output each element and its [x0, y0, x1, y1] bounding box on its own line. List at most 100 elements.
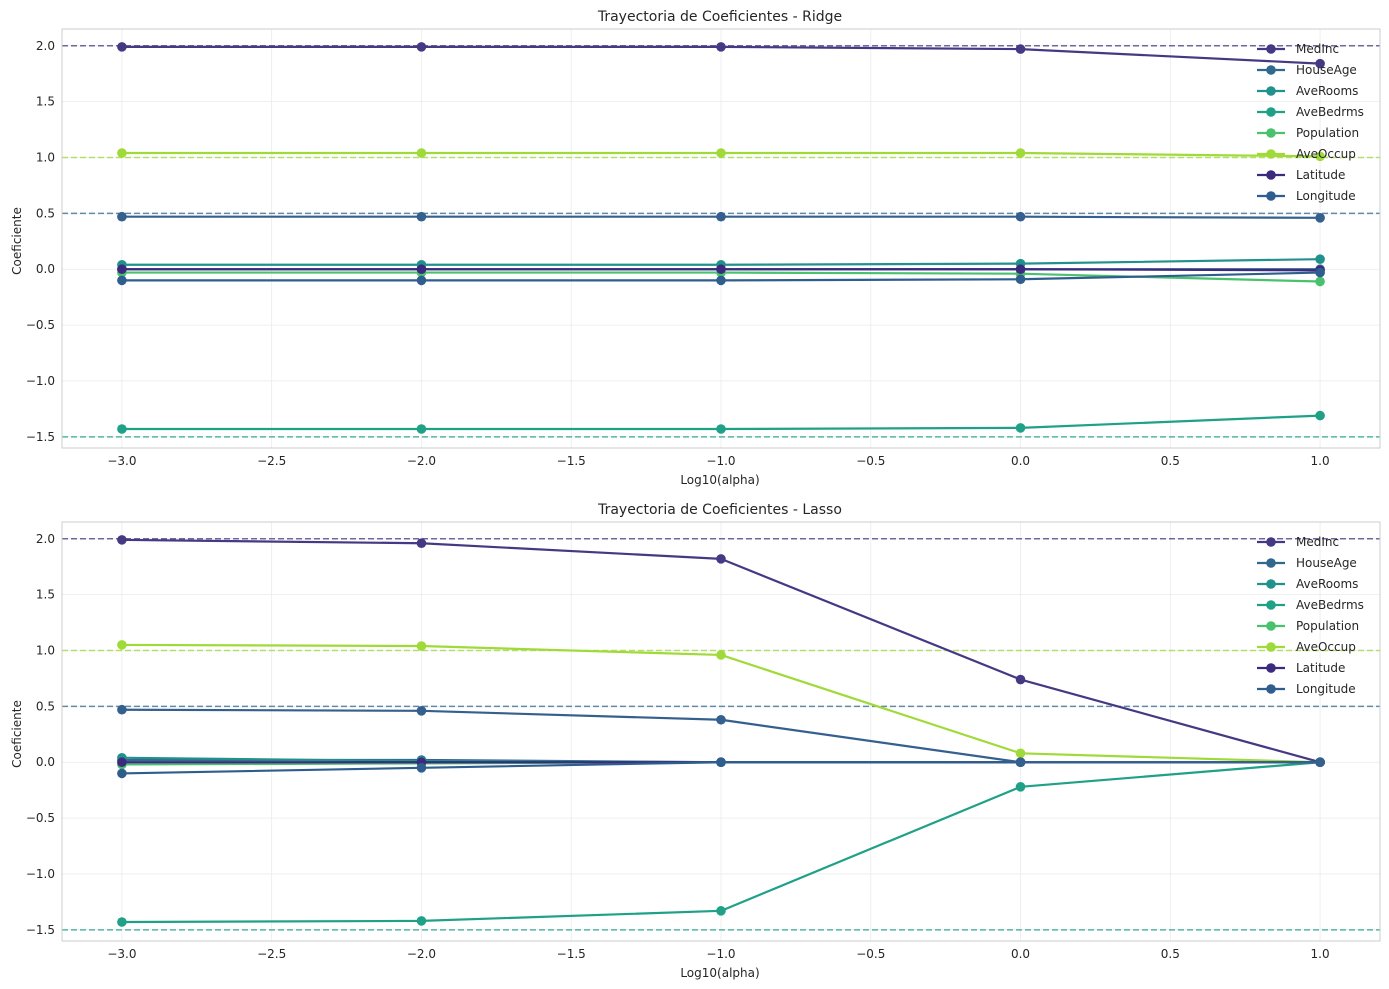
lasso-data-point — [716, 554, 726, 564]
lasso-plot-area: −3.0 −2.5 −2.0 −1.5 −1.0 −0.5 0.0 0.5 1.0 −1.5 −1.… — [26, 521, 1381, 961]
ridge-data-point — [416, 264, 427, 275]
lasso-y-tick-label: −1.0 — [26, 867, 55, 881]
ridge-plot-area: −3.0 −2.5 −2.0 −1.5 −1.0 −0.5 0.0 0.5 1.0 −1.5 −1.… — [26, 28, 1381, 468]
ridge-data-point — [1315, 58, 1325, 69]
lasso-x-tick-label: −1.0 — [706, 947, 735, 961]
ridge-y-tick-label: −1.0 — [26, 374, 55, 388]
ridge-data-point — [117, 148, 127, 158]
ridge-data-point — [117, 211, 127, 222]
ridge-x-tick-label: −0.5 — [856, 454, 885, 468]
lasso-legend-label: Population — [1296, 619, 1359, 633]
lasso-y-tick-label: 0.5 — [36, 699, 55, 713]
lasso-legend-label: AveBedrms — [1296, 598, 1364, 612]
ridge-y-tick-label: 0.0 — [36, 262, 55, 276]
lasso-x-tick-label: −2.5 — [257, 947, 286, 961]
lasso-chart-title: Trayectoria de Coeficientes - Lasso — [597, 502, 842, 518]
ridge-x-tick-label: −2.5 — [257, 454, 286, 468]
lasso-legend-label: MedInc — [1296, 535, 1339, 549]
ridge-legend-label: MedInc — [1296, 42, 1339, 56]
ridge-y-tick-label: 2.0 — [36, 39, 55, 53]
lasso-data-point — [117, 640, 127, 650]
ridge-legend-swatch-marker — [1266, 128, 1276, 138]
ridge-legend-swatch-marker — [1266, 149, 1276, 159]
ridge-data-point — [1315, 410, 1325, 421]
lasso-legend: MedInc HouseAge AveRooms AveBedrms Populatio… — [1257, 535, 1364, 696]
lasso-x-tick-label: −2.0 — [407, 947, 436, 961]
ridge-legend-swatch-marker — [1266, 44, 1276, 54]
ridge-data-point — [716, 275, 726, 286]
lasso-y-axis-label: Coeficiente — [10, 700, 24, 768]
lasso-legend-swatch-marker — [1266, 600, 1276, 610]
ridge-y-tick-label: −1.5 — [26, 430, 55, 444]
lasso-x-tick-label: 0.0 — [1011, 947, 1030, 961]
ridge-data-point — [117, 42, 127, 52]
ridge-legend-swatch-marker — [1266, 65, 1276, 75]
ridge-data-point — [1015, 148, 1026, 158]
ridge-x-tick-label: −1.5 — [557, 454, 586, 468]
ridge-data-point — [716, 264, 726, 275]
ridge-x-axis-label: Log10(alpha) — [680, 473, 759, 487]
lasso-y-tick-label: 2.0 — [36, 532, 55, 546]
lasso-legend-swatch-marker — [1266, 579, 1276, 589]
lasso-data-point — [716, 757, 726, 768]
lasso-y-tick-label: 1.0 — [36, 643, 55, 657]
ridge-plot-frame — [61, 28, 1381, 449]
ridge-legend-label: AveRooms — [1296, 84, 1358, 98]
lasso-y-tick-label: −1.5 — [26, 923, 55, 937]
lasso-data-point — [716, 906, 726, 916]
ridge-data-point — [716, 424, 726, 434]
ridge-chart-title: Trayectoria de Coeficientes - Ridge — [597, 9, 842, 25]
ridge-data-point — [716, 211, 726, 222]
lasso-legend-label: AveOccup — [1296, 640, 1356, 654]
lasso-legend-label: Longitude — [1296, 682, 1356, 696]
lasso-chart: Trayectoria de Coeficientes - Lasso Log1… — [10, 502, 1381, 980]
ridge-data-point — [1315, 151, 1325, 162]
ridge-x-tick-label: 0.5 — [1161, 454, 1180, 468]
ridge-data-point — [1015, 211, 1026, 222]
ridge-legend-swatch-marker — [1266, 170, 1276, 180]
lasso-legend-swatch-marker — [1266, 558, 1276, 568]
lasso-legend-swatch-marker — [1266, 642, 1276, 652]
lasso-y-tick-label: −0.5 — [26, 811, 55, 825]
lasso-y-tick-label: 1.5 — [36, 588, 55, 602]
ridge-data-point — [416, 275, 427, 286]
lasso-data-point — [1315, 757, 1325, 768]
lasso-data-point — [117, 535, 127, 545]
lasso-data-point — [1015, 782, 1026, 792]
ridge-x-tick-label: 0.0 — [1011, 454, 1030, 468]
ridge-legend-label: HouseAge — [1296, 63, 1357, 77]
lasso-legend-swatch-marker — [1266, 537, 1276, 547]
ridge-data-point — [117, 264, 127, 275]
ridge-legend-label: AveOccup — [1296, 147, 1356, 161]
ridge-y-axis-label: Coeficiente — [10, 207, 24, 275]
lasso-x-tick-label: −3.0 — [107, 947, 136, 961]
lasso-data-point — [416, 538, 427, 549]
lasso-data-point — [416, 706, 427, 716]
lasso-legend-label: HouseAge — [1296, 556, 1357, 570]
lasso-legend-swatch-marker — [1266, 663, 1276, 673]
lasso-legend-swatch-marker — [1266, 621, 1276, 631]
lasso-plot-frame — [61, 521, 1381, 942]
ridge-data-point — [416, 424, 427, 434]
lasso-data-point — [416, 641, 427, 651]
ridge-data-point — [1015, 264, 1026, 275]
lasso-data-point — [117, 768, 127, 779]
lasso-x-axis-label: Log10(alpha) — [680, 966, 759, 980]
ridge-data-point — [416, 211, 427, 222]
ridge-data-point — [1015, 274, 1026, 285]
ridge-y-tick-label: 1.5 — [36, 95, 55, 109]
ridge-x-tick-label: −1.0 — [706, 454, 735, 468]
ridge-data-point — [1315, 276, 1325, 287]
lasso-data-point — [117, 917, 127, 927]
lasso-legend-swatch-marker — [1266, 684, 1276, 694]
ridge-chart: Trayectoria de Coeficientes - Ridge Log1… — [10, 9, 1381, 487]
ridge-y-tick-label: −0.5 — [26, 318, 55, 332]
ridge-data-point — [117, 424, 127, 434]
ridge-data-point — [716, 148, 726, 158]
ridge-legend-swatch-marker — [1266, 191, 1276, 201]
lasso-data-point — [716, 650, 726, 660]
ridge-legend-swatch-marker — [1266, 86, 1276, 96]
ridge-data-point — [1015, 44, 1026, 54]
lasso-data-point — [1015, 674, 1026, 685]
lasso-legend-label: Latitude — [1296, 661, 1345, 675]
